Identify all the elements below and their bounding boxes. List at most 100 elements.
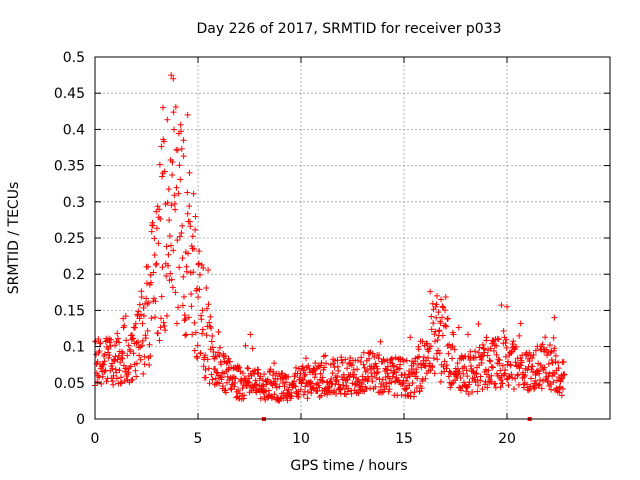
data-point xyxy=(98,380,105,387)
data-point xyxy=(365,375,372,382)
data-point xyxy=(96,374,103,381)
data-point xyxy=(145,299,152,306)
data-point xyxy=(185,314,192,321)
data-point xyxy=(343,376,350,383)
data-points xyxy=(92,72,568,404)
data-point xyxy=(186,169,193,176)
data-point xyxy=(551,345,558,352)
data-point xyxy=(187,269,194,276)
data-point xyxy=(169,284,176,291)
data-point xyxy=(116,367,123,374)
data-point xyxy=(482,378,489,385)
data-point xyxy=(153,225,160,232)
data-point xyxy=(344,365,351,372)
data-point xyxy=(173,320,180,327)
data-point xyxy=(205,266,212,273)
data-point xyxy=(150,269,157,276)
data-point xyxy=(214,379,221,386)
data-point xyxy=(235,387,242,394)
data-point xyxy=(317,370,324,377)
data-point xyxy=(528,375,535,382)
data-point xyxy=(436,327,443,334)
data-point xyxy=(105,354,112,361)
data-point xyxy=(209,333,216,340)
data-point xyxy=(358,383,365,390)
data-point xyxy=(315,363,322,370)
data-point xyxy=(215,329,222,336)
data-point xyxy=(442,322,449,329)
data-point xyxy=(208,371,215,378)
data-point xyxy=(423,340,430,347)
data-point xyxy=(333,378,340,385)
data-point xyxy=(304,388,311,395)
data-point xyxy=(210,349,217,356)
data-point xyxy=(145,263,152,270)
data-point xyxy=(244,378,251,385)
data-point xyxy=(132,367,139,374)
data-point xyxy=(494,335,501,342)
data-point xyxy=(429,300,436,307)
data-point xyxy=(194,355,201,362)
data-point xyxy=(500,327,507,334)
data-point xyxy=(162,327,169,334)
data-point xyxy=(373,370,380,377)
data-point xyxy=(475,349,482,356)
data-point xyxy=(113,375,120,382)
data-point xyxy=(537,362,544,369)
data-point xyxy=(486,357,493,364)
data-point xyxy=(366,355,373,362)
data-point xyxy=(547,349,554,356)
data-point xyxy=(172,289,179,296)
data-point xyxy=(310,384,317,391)
data-point xyxy=(460,370,467,377)
data-point xyxy=(355,390,362,397)
data-point xyxy=(120,362,127,369)
data-point xyxy=(516,332,523,339)
data-point xyxy=(487,358,494,365)
data-point xyxy=(300,391,307,398)
data-point xyxy=(192,329,199,336)
data-point xyxy=(448,380,455,387)
data-point xyxy=(320,378,327,385)
data-point xyxy=(182,332,189,339)
data-point xyxy=(112,342,119,349)
x-tick-label: 0 xyxy=(91,431,100,447)
data-point xyxy=(95,336,102,343)
data-point xyxy=(218,361,225,368)
data-point xyxy=(514,372,521,379)
data-point xyxy=(257,395,264,402)
data-point xyxy=(378,389,385,396)
data-point xyxy=(291,378,298,385)
data-point xyxy=(144,301,151,308)
data-point xyxy=(450,331,457,338)
data-point xyxy=(503,336,510,343)
data-point xyxy=(377,338,384,345)
data-point xyxy=(558,392,565,399)
y-tick-label: 0.35 xyxy=(54,159,85,175)
data-point xyxy=(354,366,361,373)
data-point xyxy=(166,232,173,239)
data-point xyxy=(147,353,154,360)
data-point xyxy=(510,338,517,345)
data-point xyxy=(499,362,506,369)
data-point xyxy=(460,379,467,386)
data-point xyxy=(191,245,198,252)
data-point xyxy=(524,367,531,374)
data-point xyxy=(523,381,530,388)
data-point xyxy=(403,377,410,384)
data-point xyxy=(121,322,128,329)
data-point xyxy=(124,352,131,359)
y-tick-label: 0.05 xyxy=(54,376,85,392)
data-point xyxy=(312,371,319,378)
data-point xyxy=(522,372,529,379)
data-point xyxy=(372,360,379,367)
data-point xyxy=(133,373,140,380)
data-point xyxy=(466,378,473,385)
x-tick-label: 20 xyxy=(498,431,516,447)
data-point xyxy=(199,307,206,314)
data-point xyxy=(136,315,143,322)
data-point xyxy=(157,324,164,331)
data-point xyxy=(100,361,107,368)
data-point xyxy=(135,344,142,351)
